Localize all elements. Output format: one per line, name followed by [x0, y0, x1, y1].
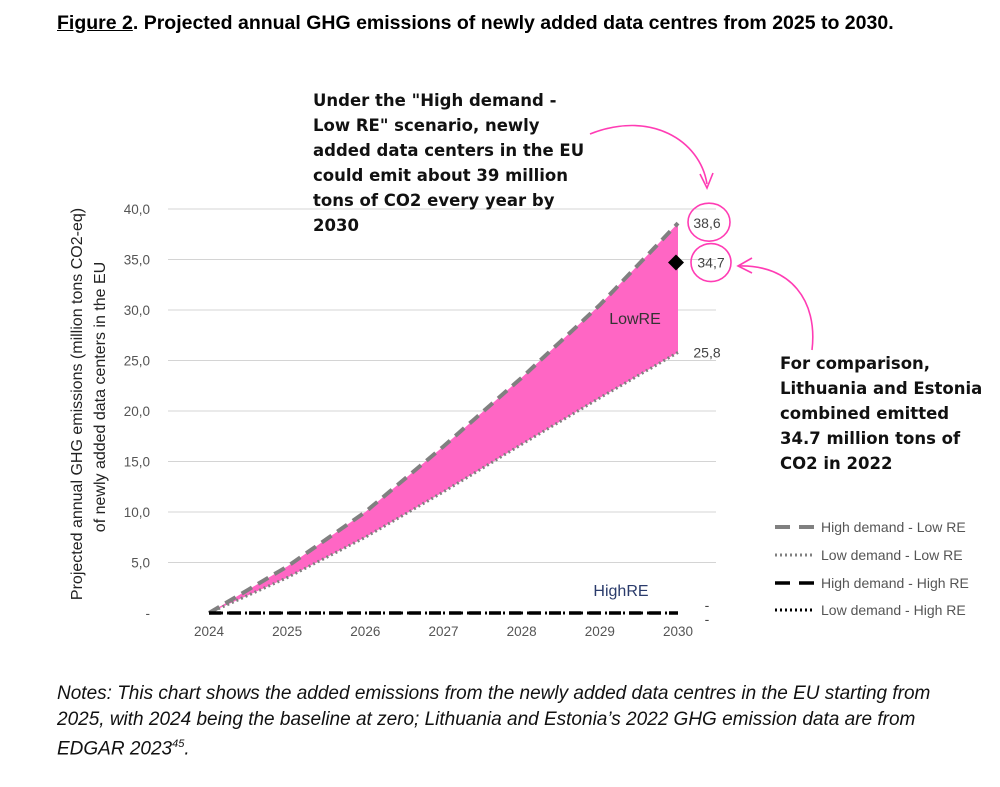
- legend-label: High demand - High RE: [821, 575, 969, 591]
- callout-arrow-top: [589, 124, 708, 185]
- arrowhead-icon: [736, 257, 753, 274]
- comparison-value-label: 34,7: [697, 255, 724, 271]
- highlight-circle: [687, 202, 731, 242]
- y-axis-label-line2: of newly added data centers in the EU: [92, 262, 109, 532]
- legend: High demand - Low RE Low demand - Low RE H…: [775, 519, 969, 618]
- y-axis-label-line1: Projected annual GHG emissions (million …: [69, 208, 86, 600]
- legend-label: Low demand - High RE: [821, 602, 966, 618]
- x-axis-ticks: 2024 2025 2026 2027 2028 2029 2030: [194, 624, 693, 639]
- lowre-band: [209, 223, 678, 613]
- figure-title: Figure 2. Projected annual GHG emissions…: [57, 12, 894, 35]
- x-tick-label: 2027: [428, 624, 458, 639]
- legend-label: Low demand - Low RE: [821, 547, 963, 563]
- figure-label: Figure 2: [57, 12, 133, 34]
- notes-superscript: 45: [172, 738, 185, 750]
- end-value-label: 38,6: [693, 215, 720, 231]
- x-tick-label: 2026: [350, 624, 380, 639]
- y-axis-ticks: - 5,0 10,0 15,0 20,0 25,0 30,0 35,0 40,0: [124, 202, 150, 621]
- callout-arrow-right: [739, 265, 814, 351]
- x-tick-label: 2030: [663, 624, 693, 639]
- figure-title-text: . Projected annual GHG emissions of newl…: [132, 12, 894, 34]
- x-tick-label: 2029: [585, 624, 615, 639]
- lowre-band-area: [209, 223, 678, 613]
- y-tick-label: 25,0: [124, 354, 150, 369]
- series-line-2: [208, 351, 679, 615]
- series-lines: [207, 221, 680, 615]
- highre-label: HighRE: [593, 583, 648, 600]
- gridlines: [168, 208, 716, 563]
- series-line-1: [207, 221, 680, 615]
- y-tick-label: -: [146, 606, 151, 621]
- notes-text: Notes: This chart shows the added emissi…: [57, 683, 931, 760]
- y-tick-label: 20,0: [124, 404, 150, 419]
- y-tick-label: 5,0: [131, 556, 150, 571]
- notes-end: .: [184, 738, 190, 760]
- end-value-label: -: [705, 597, 710, 613]
- lowre-label: LowRE: [609, 311, 661, 328]
- x-tick-label: 2024: [194, 624, 225, 639]
- high-demand-callout: Under the "High demand - Low RE" scenari…: [313, 91, 585, 235]
- y-tick-label: 35,0: [124, 253, 150, 268]
- chart-marks: LowRE HighRE 38,6 25,8 -- 34,7: [593, 215, 724, 627]
- comparison-callout: For comparison, Lithuania and Estonia co…: [780, 354, 983, 473]
- comparison-diamond: [668, 254, 684, 271]
- y-tick-label: 30,0: [124, 303, 150, 318]
- legend-label: High demand - Low RE: [821, 519, 966, 535]
- arrowhead-icon: [699, 172, 714, 190]
- y-tick-label: 10,0: [124, 505, 150, 520]
- chart-notes: Notes: This chart shows the added emissi…: [57, 681, 967, 762]
- y-tick-label: 40,0: [124, 202, 150, 217]
- highlight-circle: [690, 242, 732, 283]
- end-value-label: 25,8: [693, 344, 720, 360]
- y-tick-label: 15,0: [124, 455, 150, 470]
- annotation-arrows: [589, 124, 814, 351]
- x-tick-label: 2028: [507, 624, 537, 639]
- end-value-label: -: [705, 611, 710, 627]
- x-tick-label: 2025: [272, 624, 302, 639]
